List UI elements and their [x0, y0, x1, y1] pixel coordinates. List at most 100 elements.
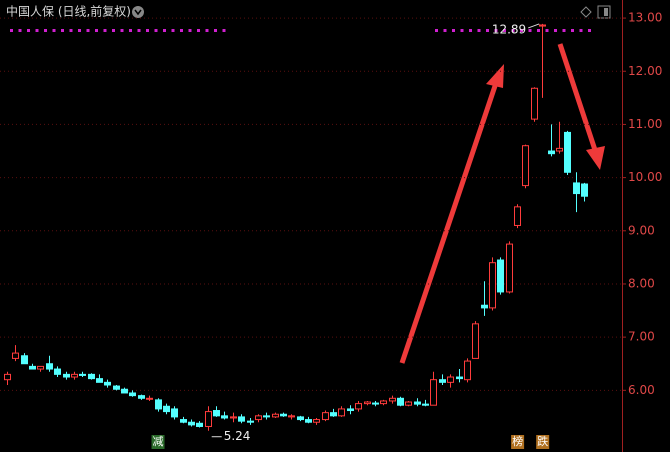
signal-dot	[154, 29, 158, 32]
candle-body	[96, 378, 103, 383]
low-label: 5.24	[224, 429, 251, 443]
candle-body	[506, 243, 513, 293]
signal-dot	[528, 29, 532, 32]
signal-dot	[520, 29, 523, 32]
candle-body	[322, 412, 329, 421]
signal-dot	[180, 29, 183, 32]
signal-dot	[511, 29, 515, 32]
arrow-down-head	[586, 146, 605, 170]
candle-body	[247, 420, 254, 423]
candle-body	[564, 131, 571, 173]
candle-body	[188, 421, 195, 426]
candle-body	[163, 405, 170, 413]
y-tick-label: 7.00	[628, 330, 655, 344]
candle-body	[63, 373, 70, 378]
arrow-up	[399, 79, 500, 364]
candle-body	[29, 365, 36, 370]
signal-dot	[95, 29, 98, 32]
candle-body	[439, 379, 446, 383]
candle-body	[155, 399, 162, 410]
high-pointer	[528, 23, 540, 29]
candle-body	[548, 150, 555, 155]
candle-body	[430, 379, 437, 406]
signal-dot	[10, 29, 13, 32]
candle-body	[71, 373, 78, 378]
candle-body	[414, 401, 421, 405]
candle-body	[489, 262, 496, 309]
signal-dot	[537, 29, 540, 32]
y-tick-label: 6.00	[628, 383, 655, 397]
signal-dot	[78, 29, 81, 32]
candle-body	[21, 355, 28, 365]
signal-dot	[486, 29, 489, 32]
signal-dot	[69, 29, 73, 32]
signal-dot	[44, 29, 47, 32]
signal-dot	[214, 29, 217, 32]
candle-body	[539, 24, 546, 27]
signal-dot	[452, 29, 455, 32]
signal-dot	[435, 29, 438, 32]
y-tick-label: 10.00	[628, 170, 662, 184]
dropdown-icon[interactable]	[132, 6, 144, 18]
diamond-icon[interactable]	[580, 6, 592, 18]
signal-dot	[52, 29, 56, 32]
candle-body	[447, 376, 454, 383]
event-box	[151, 435, 165, 449]
arrow-up-head	[486, 64, 504, 88]
candle-body	[355, 403, 362, 410]
signal-dot	[18, 29, 22, 32]
candle-body	[12, 352, 19, 359]
candle-body	[37, 365, 44, 370]
event-label: 跌	[537, 434, 548, 448]
candle-body	[397, 397, 404, 406]
candle-body	[205, 411, 212, 427]
candle-body	[221, 415, 228, 419]
signal-dot	[137, 29, 141, 32]
signal-dot	[112, 29, 115, 32]
candle-body	[263, 415, 270, 418]
candle-body	[380, 400, 387, 405]
signal-dot	[562, 29, 566, 32]
chart-title: 中国人保 (日线,前复权)	[6, 4, 131, 19]
panel-icon-fill	[604, 8, 608, 16]
candle-body	[230, 416, 237, 419]
candle-body	[347, 408, 354, 412]
signal-dot	[460, 29, 464, 32]
signal-dot	[146, 29, 149, 32]
candle-body	[364, 401, 371, 405]
candle-body	[79, 373, 86, 376]
arrow-down	[557, 43, 598, 151]
signal-dot	[171, 29, 175, 32]
signal-dot	[163, 29, 166, 32]
candle-body	[514, 206, 521, 226]
candle-body	[4, 373, 11, 381]
candle-body	[104, 381, 111, 386]
candle-body	[196, 422, 203, 427]
candle-body	[472, 323, 479, 359]
signal-dot	[554, 29, 557, 32]
candle-body	[464, 360, 471, 381]
candle-body	[88, 373, 95, 380]
candle-body	[573, 182, 580, 195]
candle-body	[305, 419, 312, 423]
candle-body	[522, 145, 529, 187]
candle-body	[581, 183, 588, 197]
signal-dot	[35, 29, 39, 32]
y-tick-label: 12.00	[628, 64, 662, 78]
signal-dot	[129, 29, 132, 32]
signal-dot	[86, 29, 90, 32]
signal-dot	[503, 29, 506, 32]
candle-body	[146, 397, 153, 400]
signal-dot	[222, 29, 226, 32]
candle-body	[213, 410, 220, 417]
candle-body	[54, 368, 61, 375]
signal-dot	[443, 29, 447, 32]
signal-dot	[27, 29, 30, 32]
signal-dot	[571, 29, 574, 32]
dropdown-chevron	[134, 9, 142, 16]
candle-body	[113, 385, 120, 390]
signal-dot	[205, 29, 209, 32]
candle-body	[313, 419, 320, 423]
